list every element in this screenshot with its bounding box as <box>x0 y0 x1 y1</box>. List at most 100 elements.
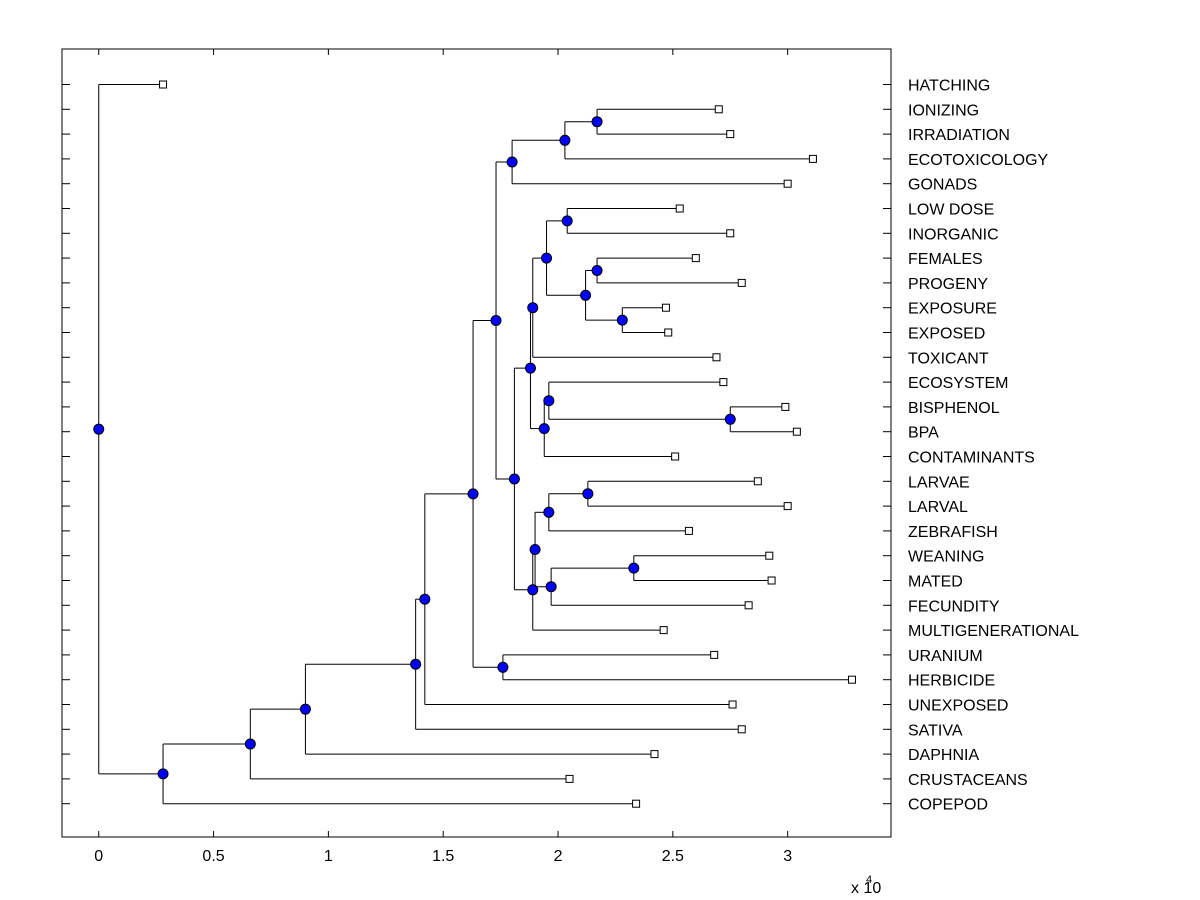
merge-node <box>524 362 536 374</box>
leaf-label: COPEPOD <box>908 797 988 814</box>
merge-node <box>299 703 311 715</box>
leaf-label: HERBICIDE <box>908 673 995 690</box>
leaf-marker <box>765 551 774 560</box>
leaf-label: LARVAL <box>908 499 968 516</box>
leaf-marker <box>792 427 801 436</box>
merge-node <box>419 593 431 605</box>
leaf-label: DAPHNIA <box>908 747 979 764</box>
leaf-marker <box>726 229 735 238</box>
merge-node <box>527 302 539 314</box>
leaf-label: INORGANIC <box>908 226 999 243</box>
leaf-marker <box>659 626 668 635</box>
leaf-marker <box>691 254 700 263</box>
merge-node <box>497 661 509 673</box>
leaf-label: MULTIGENERATIONAL <box>908 623 1079 640</box>
x-tick-label: 3 <box>783 848 792 865</box>
merge-node <box>410 658 422 670</box>
merge-node <box>490 314 502 326</box>
leaf-marker <box>847 675 856 684</box>
leaf-labels: HATCHING IONIZING IRRADIATION ECOTOXICOLOGY… <box>908 78 1079 814</box>
merge-node <box>467 488 479 500</box>
leaf-marker <box>565 774 574 783</box>
leaf-marker <box>710 650 719 659</box>
merge-node <box>724 413 736 425</box>
leaf-marker <box>664 328 673 337</box>
leaf-label: HATCHING <box>908 78 990 95</box>
leaf-label: FECUNDITY <box>908 598 1000 615</box>
merge-node <box>508 473 520 485</box>
leaf-label: ECOSYSTEM <box>908 375 1008 392</box>
leaf-label: FEMALES <box>908 251 983 268</box>
leaf-marker <box>783 502 792 511</box>
leaf-marker <box>737 278 746 287</box>
leaf-marker <box>632 799 641 808</box>
leaf-marker <box>726 130 735 139</box>
merge-node <box>157 768 169 780</box>
merge-node <box>628 562 640 574</box>
leaf-label: SATIVA <box>908 722 963 739</box>
x-tick-label: 1.5 <box>432 848 454 865</box>
leaf-label: BISPHENOL <box>908 400 1000 417</box>
merge-node <box>582 488 594 500</box>
leaf-marker <box>714 105 723 114</box>
leaf-marker <box>808 154 817 163</box>
dendrogram-links <box>98 84 852 805</box>
merge-node <box>561 215 573 227</box>
leaf-label: IONIZING <box>908 102 979 119</box>
x-tick-label: 0 <box>94 848 103 865</box>
merge-node <box>580 289 592 301</box>
leaf-marker <box>719 378 728 387</box>
leaf-marker <box>753 477 762 486</box>
x-tick-label: 2.5 <box>662 848 684 865</box>
x-tick-label: 0.5 <box>202 848 224 865</box>
leaf-label: WEANING <box>908 549 984 566</box>
merge-node <box>559 134 571 146</box>
merge-node <box>543 395 555 407</box>
merge-node <box>244 738 256 750</box>
x-scale-exponent: 4 <box>866 874 872 886</box>
merge-node <box>543 506 555 518</box>
x-tick-label: 1 <box>324 848 333 865</box>
leaf-label: URANIUM <box>908 648 983 665</box>
leaf-label: BPA <box>908 425 939 442</box>
leaf-label: LARVAE <box>908 474 970 491</box>
x-axis-ticks: 0 0.5 1 1.5 2 2.5 3 <box>94 49 792 865</box>
leaf-marker <box>159 80 168 89</box>
x-tick-label: 2 <box>554 848 563 865</box>
leaf-label: EXPOSURE <box>908 301 997 318</box>
merge-node <box>529 544 541 555</box>
leaf-label: TOXICANT <box>908 350 989 367</box>
plot-frame <box>61 48 892 838</box>
leaf-marker <box>781 402 790 411</box>
leaf-label: MATED <box>908 574 963 591</box>
leaf-ticks <box>62 84 891 805</box>
leaf-marker <box>650 750 659 759</box>
dendrogram-markers <box>93 80 856 808</box>
merge-node <box>506 156 518 168</box>
leaf-marker <box>783 179 792 188</box>
merge-node <box>545 581 557 593</box>
merge-node <box>93 423 105 435</box>
leaf-marker <box>712 353 721 362</box>
leaf-label: GONADS <box>908 177 977 194</box>
leaf-label: PROGENY <box>908 276 988 293</box>
leaf-label: IRRADIATION <box>908 127 1010 144</box>
leaf-marker <box>744 601 753 610</box>
x-scale-label: x 10 <box>851 880 881 897</box>
leaf-label: ECOTOXICOLOGY <box>908 152 1049 169</box>
leaf-label: ZEBRAFISH <box>908 524 998 541</box>
leaf-label: CRUSTACEANS <box>908 772 1028 789</box>
leaf-label: UNEXPOSED <box>908 698 1008 715</box>
leaf-label: CONTAMINANTS <box>908 450 1035 467</box>
merge-node <box>591 265 603 276</box>
merge-node <box>527 584 539 596</box>
leaf-marker <box>671 452 680 461</box>
leaf-marker <box>661 303 670 312</box>
leaf-label: LOW DOSE <box>908 202 994 219</box>
leaf-marker <box>737 725 746 734</box>
merge-node <box>591 116 603 128</box>
leaf-marker <box>767 576 776 585</box>
leaf-marker <box>675 204 684 213</box>
merge-node <box>541 252 553 264</box>
